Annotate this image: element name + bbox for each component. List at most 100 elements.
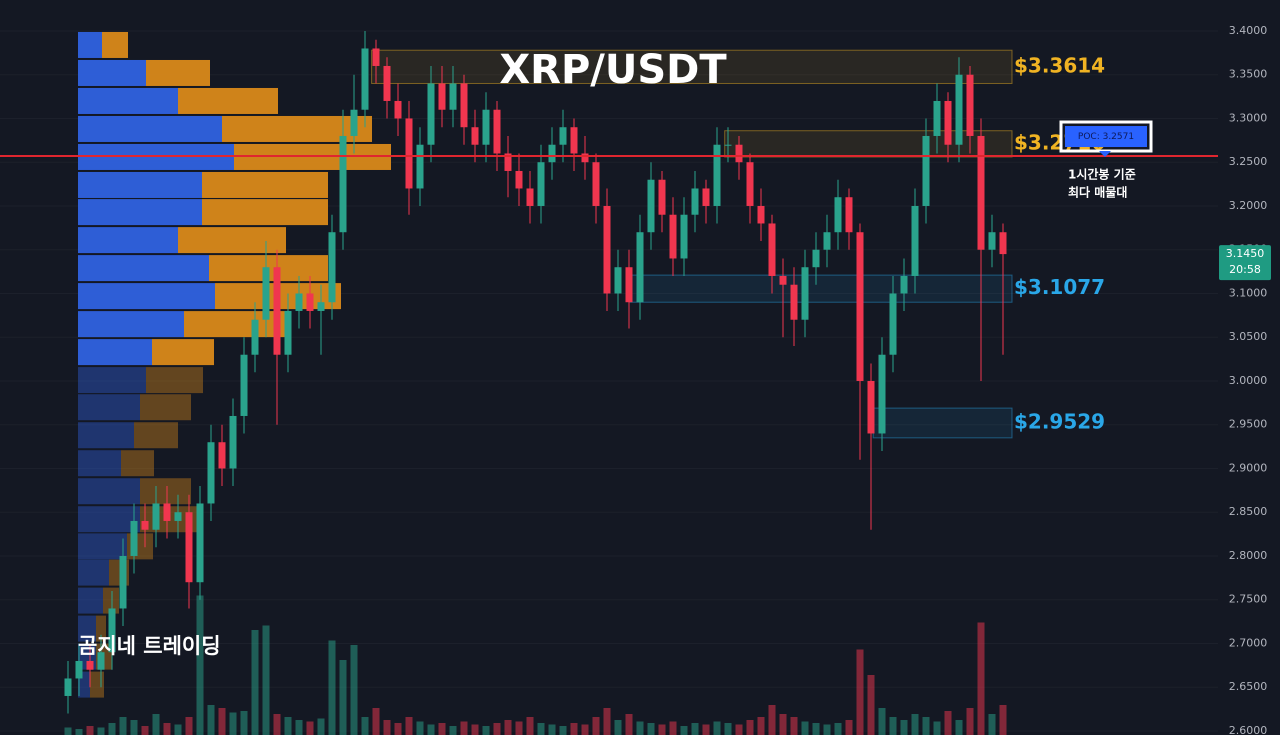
candle-body — [86, 660, 94, 670]
volume-bar — [636, 721, 644, 735]
volume-bar — [724, 723, 732, 735]
volume-bar — [273, 714, 281, 735]
volume-bar — [955, 720, 963, 735]
profile-sell — [146, 367, 203, 394]
y-tick-label: 3.1000 — [1229, 286, 1268, 299]
profile-sell — [140, 478, 191, 505]
volume-bar — [812, 723, 820, 735]
candle-body — [812, 249, 820, 268]
poc-pointer — [1099, 151, 1111, 158]
candle-body — [977, 135, 985, 250]
volume-bar — [383, 720, 391, 735]
candle-body — [416, 144, 424, 189]
candle-body — [185, 512, 193, 583]
volume-bar — [405, 717, 413, 735]
volume-bar — [922, 717, 930, 735]
candle-body — [647, 179, 655, 233]
profile-sell — [140, 394, 191, 421]
candle-body — [592, 162, 600, 206]
candle-body — [515, 170, 523, 189]
volume-bar — [449, 726, 457, 735]
poc-label: POC: 3.2571 — [1078, 132, 1134, 142]
profile-sell — [202, 199, 328, 226]
profile-buy — [78, 199, 202, 226]
profile-buy — [78, 506, 140, 533]
volume-bar — [526, 717, 534, 735]
y-tick-label: 2.6500 — [1229, 680, 1268, 693]
volume-bar — [416, 721, 424, 735]
volume-bar — [394, 723, 402, 735]
volume-bar — [207, 705, 215, 735]
profile-buy — [78, 339, 152, 366]
volume-bar — [614, 720, 622, 735]
candle-body — [944, 100, 952, 145]
volume-bar — [856, 649, 864, 735]
candle-body — [526, 188, 534, 206]
candle-body — [284, 310, 292, 355]
candle-body — [108, 608, 116, 653]
volume-bar — [999, 705, 1007, 735]
volume-bar — [504, 720, 512, 735]
volume-bar — [339, 660, 347, 735]
volume-bar — [328, 640, 336, 735]
volume-bar — [977, 622, 985, 735]
profile-buy — [78, 394, 140, 421]
y-tick-label: 2.6000 — [1229, 724, 1268, 735]
candle-body — [339, 135, 347, 233]
profile-sell — [202, 171, 328, 198]
candle-body — [383, 65, 391, 101]
candle-body — [537, 162, 545, 206]
profile-buy — [78, 311, 184, 338]
volume-bar — [427, 724, 435, 735]
candle-body — [680, 214, 688, 259]
candle-body — [724, 144, 732, 146]
profile-sell — [184, 311, 285, 338]
volume-bar — [108, 723, 116, 735]
candle-body — [251, 319, 259, 355]
profile-buy — [78, 422, 134, 449]
candles — [64, 30, 1007, 714]
y-tick-label: 2.7000 — [1229, 636, 1268, 649]
profile-buy — [78, 615, 96, 642]
profile-sell — [102, 31, 128, 58]
y-tick-label: 3.0000 — [1229, 374, 1268, 387]
candle-body — [207, 442, 215, 504]
volume-bar — [746, 720, 754, 735]
y-tick-label: 3.2500 — [1229, 155, 1268, 168]
candle-body — [614, 267, 622, 294]
volume-bar — [515, 721, 523, 735]
candle-body — [999, 232, 1007, 255]
candle-body — [625, 267, 633, 303]
volume-bar — [779, 714, 787, 735]
profile-buy — [78, 367, 146, 394]
profile-sell — [121, 450, 154, 477]
volume-bar — [933, 721, 941, 735]
candle-body — [856, 232, 864, 381]
profile-buy — [78, 31, 102, 58]
volume-bar — [141, 726, 149, 735]
volume-bar — [988, 714, 996, 735]
volume-bar — [196, 595, 204, 735]
candle-body — [757, 205, 765, 224]
volume-bar — [372, 708, 380, 735]
candle-body — [889, 293, 897, 355]
y-tick-label: 2.8500 — [1229, 505, 1268, 518]
candle-body — [790, 284, 798, 320]
volume-bar — [218, 708, 226, 735]
volume-bars — [64, 595, 1007, 735]
y-tick-label: 3.4000 — [1229, 24, 1268, 37]
volume-bar — [669, 721, 677, 735]
candle-body — [438, 83, 446, 110]
volume-bar — [482, 726, 490, 735]
volume-bar — [570, 723, 578, 735]
volume-bar — [768, 705, 776, 735]
candle-body — [471, 127, 479, 145]
volume-bar — [581, 724, 589, 735]
y-tick-label: 2.9500 — [1229, 418, 1268, 431]
candle-body — [64, 678, 72, 696]
poc-tag — [1065, 126, 1147, 148]
candle-body — [119, 555, 127, 609]
volume-bar — [185, 717, 193, 735]
volume-bar — [559, 726, 567, 735]
volume-bar — [911, 714, 919, 735]
